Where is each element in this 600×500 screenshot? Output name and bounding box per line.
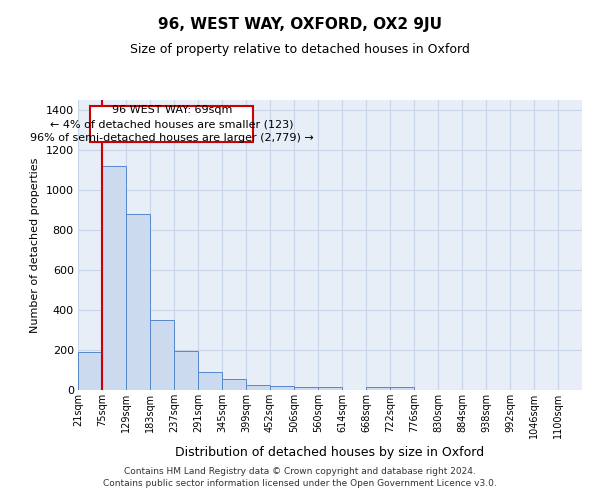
Bar [174, 351, 198, 390]
Bar [126, 214, 150, 390]
X-axis label: Distribution of detached houses by size in Oxford: Distribution of detached houses by size … [175, 446, 485, 460]
Bar [270, 386, 294, 390]
Bar [246, 385, 270, 390]
Y-axis label: Number of detached properties: Number of detached properties [30, 158, 40, 332]
Bar [294, 387, 318, 390]
Bar [366, 387, 390, 390]
Bar [102, 166, 126, 390]
Bar [222, 379, 246, 390]
Text: 96, WEST WAY, OXFORD, OX2 9JU: 96, WEST WAY, OXFORD, OX2 9JU [158, 18, 442, 32]
Text: Contains HM Land Registry data © Crown copyright and database right 2024.
Contai: Contains HM Land Registry data © Crown c… [103, 466, 497, 487]
Bar [150, 320, 174, 390]
Bar [390, 387, 414, 390]
Text: 96 WEST WAY: 69sqm
← 4% of detached houses are smaller (123)
96% of semi-detache: 96 WEST WAY: 69sqm ← 4% of detached hous… [30, 105, 314, 143]
Bar [78, 352, 102, 390]
Bar [318, 387, 342, 390]
Bar [91, 106, 253, 142]
Bar [198, 372, 222, 390]
Text: Size of property relative to detached houses in Oxford: Size of property relative to detached ho… [130, 42, 470, 56]
